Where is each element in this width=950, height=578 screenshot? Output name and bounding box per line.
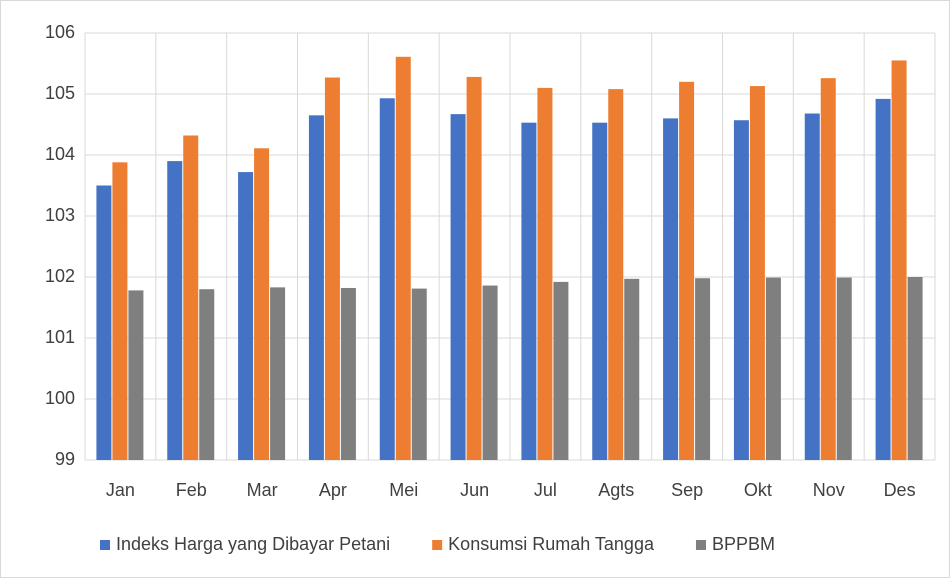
- y-tick-label: 104: [45, 144, 75, 164]
- x-tick-label: Jun: [460, 480, 489, 500]
- x-tick-label: Sep: [671, 480, 703, 500]
- bar: [395, 56, 411, 460]
- y-tick-label: 106: [45, 22, 75, 42]
- bar: [112, 162, 128, 460]
- x-tick-label: Jan: [106, 480, 135, 500]
- legend-swatch: [100, 540, 110, 550]
- bar: [679, 81, 695, 461]
- bar: [592, 122, 608, 461]
- bar: [450, 114, 466, 460]
- legend-label: Konsumsi Rumah Tangga: [448, 534, 655, 554]
- x-tick-label: Mar: [247, 480, 278, 500]
- bar: [183, 135, 199, 461]
- bar: [875, 98, 891, 460]
- bar: [765, 277, 781, 460]
- x-tick-label: Agts: [598, 480, 634, 500]
- bar: [238, 172, 254, 460]
- bar: [537, 87, 553, 461]
- bar: [663, 118, 679, 461]
- x-tick-label: Feb: [176, 480, 207, 500]
- y-tick-label: 100: [45, 388, 75, 408]
- bar: [482, 285, 498, 460]
- x-tick-label: Des: [884, 480, 916, 500]
- bar: [254, 148, 270, 461]
- x-tick-label: Apr: [319, 480, 347, 500]
- bar: [340, 287, 356, 460]
- bar: [411, 288, 427, 460]
- bar: [167, 161, 183, 460]
- y-tick-label: 99: [55, 449, 75, 469]
- bar: [907, 277, 923, 460]
- legend-label: Indeks Harga yang Dibayar Petani: [116, 534, 390, 554]
- y-tick-label: 103: [45, 205, 75, 225]
- bar: [836, 277, 852, 460]
- bar: [749, 86, 765, 460]
- x-tick-label: Nov: [813, 480, 845, 500]
- legend-swatch: [432, 540, 443, 550]
- bar: [624, 278, 640, 460]
- bar: [128, 290, 144, 460]
- bar: [608, 89, 624, 461]
- bar: [733, 120, 749, 460]
- x-tick-label: Mei: [389, 480, 418, 500]
- x-tick-label: Jul: [534, 480, 557, 500]
- bar: [324, 77, 340, 460]
- bar: [199, 289, 215, 460]
- bar: [270, 287, 286, 460]
- bar: [820, 78, 836, 460]
- bar: [521, 122, 537, 461]
- bar: [804, 113, 820, 461]
- x-tick-label: Okt: [744, 480, 772, 500]
- bar: [379, 98, 395, 461]
- bar: [553, 281, 569, 460]
- y-tick-label: 105: [45, 83, 75, 103]
- bar: [891, 60, 907, 460]
- bar: [96, 185, 112, 460]
- bar: [466, 76, 482, 461]
- bar: [308, 115, 324, 460]
- y-tick-label: 102: [45, 266, 75, 286]
- legend-label: BPPBM: [712, 534, 775, 554]
- y-tick-label: 101: [45, 327, 75, 347]
- bar: [695, 278, 711, 460]
- legend-swatch: [695, 540, 706, 550]
